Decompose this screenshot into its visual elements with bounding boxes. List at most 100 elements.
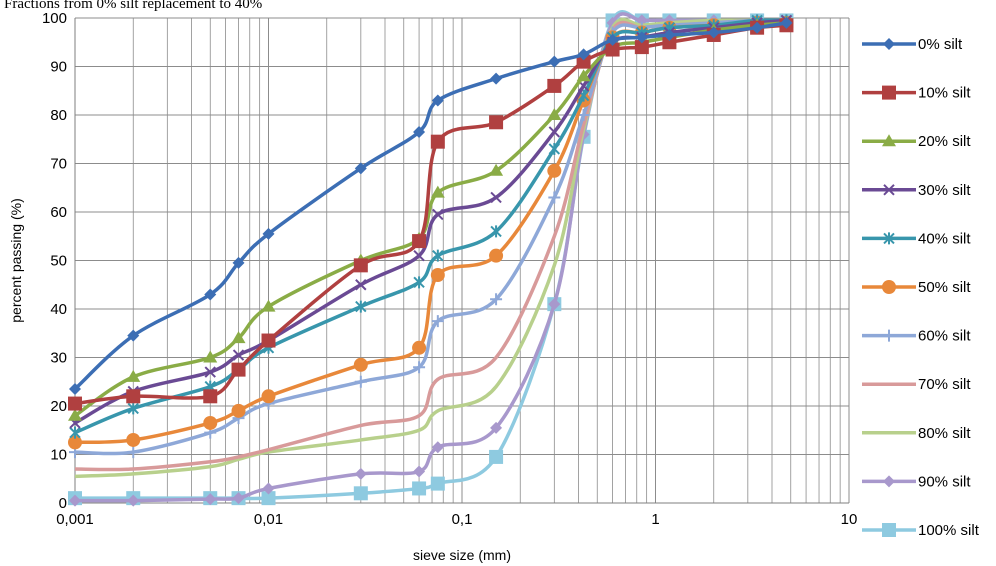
data-point [413,361,426,374]
data-point [69,383,81,396]
data-point [353,486,368,501]
legend-item-70-pct-silt: 70% silt [862,376,971,393]
legend-label: 100% silt [918,522,980,539]
data-point [232,492,245,505]
data-point [707,26,720,39]
legend-label: 50% silt [918,279,971,296]
legend-item-90-pct-silt: 90% silt [862,473,971,490]
legend-swatch-marker [883,184,895,196]
data-point [490,225,502,238]
data-point [412,234,427,249]
data-point [430,185,445,198]
x-tick-label: 1 [651,511,659,528]
series-line [74,21,787,418]
data-point [68,396,82,411]
legend-label: 60% silt [918,328,971,345]
series-layer [68,10,794,507]
series-80-pct-silt [74,17,787,479]
data-point [413,465,426,478]
data-point [430,476,445,491]
legend-swatch-marker [883,475,895,488]
y-tick-label: 40 [50,301,67,318]
data-point [231,362,246,377]
legend-label: 20% silt [918,133,971,150]
data-point [354,375,367,388]
data-point [412,481,427,496]
y-tick-label: 80 [50,107,67,124]
data-point [126,389,141,404]
data-point [127,446,140,459]
data-point [355,279,367,291]
x-tick-label: 0,1 [452,511,473,528]
data-point [634,40,649,55]
legend-item-60-pct-silt: 60% silt [862,328,971,345]
data-point [548,55,561,68]
legend-item-50-pct-silt: 50% silt [862,279,971,296]
x-axis-title: sieve size (mm) [413,547,511,563]
legend-swatch-marker [883,38,895,50]
legend-swatch-marker [882,280,896,294]
legend-label: 10% silt [918,85,971,102]
data-point [353,357,368,372]
data-point [547,163,562,178]
data-point [489,449,504,464]
legend-swatch-marker [883,232,895,245]
data-point [490,191,502,204]
data-point [203,350,218,363]
data-point [663,28,676,41]
chart-legend: 0% silt 10% silt 20% silt 30% silt 40% silt 5… [862,36,980,539]
y-tick-label: 90 [50,59,67,76]
data-point [489,163,504,176]
data-point [262,227,275,240]
data-point [355,300,367,313]
legend-item-100-pct-silt: 100% silt [862,522,980,539]
data-point [262,482,275,495]
data-point [489,115,504,130]
data-point [413,249,425,262]
data-point [662,35,677,50]
data-point [232,256,245,269]
data-point [354,162,367,175]
data-point [69,426,81,439]
series-line [74,12,787,503]
data-point [577,48,590,61]
data-point [432,249,444,262]
data-point [203,389,218,404]
series-20-pct-silt [68,15,794,421]
data-point [126,432,141,447]
data-point [261,333,276,348]
data-point [548,126,561,138]
legend-label: 40% silt [918,230,971,247]
legend-label: 70% silt [918,376,971,393]
y-tick-label: 0 [59,495,67,512]
data-point [751,21,764,34]
x-tick-label: 10 [841,511,858,528]
series-line [74,17,787,479]
data-point [576,54,591,69]
data-point [490,72,503,85]
legend-label: 90% silt [918,473,971,490]
y-tick-label: 50 [50,253,67,270]
legend-swatch-marker [883,329,895,342]
data-point [547,78,562,93]
y-axis-title: percent passing (%) [8,198,24,323]
data-point [430,134,445,149]
data-point [413,276,425,289]
data-point [430,268,445,283]
data-point [431,315,444,328]
series-line [74,18,787,425]
tick-labels: 0 10 20 30 40 50 60 70 80 90 100 0,001 0,01 0,1 1 10 [42,10,857,528]
chart-caption: Fractions from 0% silt replacement to 40… [4,0,262,12]
data-point [127,494,140,507]
legend-item-40-pct-silt: 40% silt [862,230,971,247]
data-point [606,33,619,46]
series-0-pct-silt [69,16,793,396]
data-point [261,389,276,404]
legend-label: 0% silt [918,36,963,53]
legend-swatch-marker [882,523,896,537]
data-point [232,349,245,361]
data-point [204,288,217,301]
data-point [431,441,444,454]
data-point [780,16,793,29]
